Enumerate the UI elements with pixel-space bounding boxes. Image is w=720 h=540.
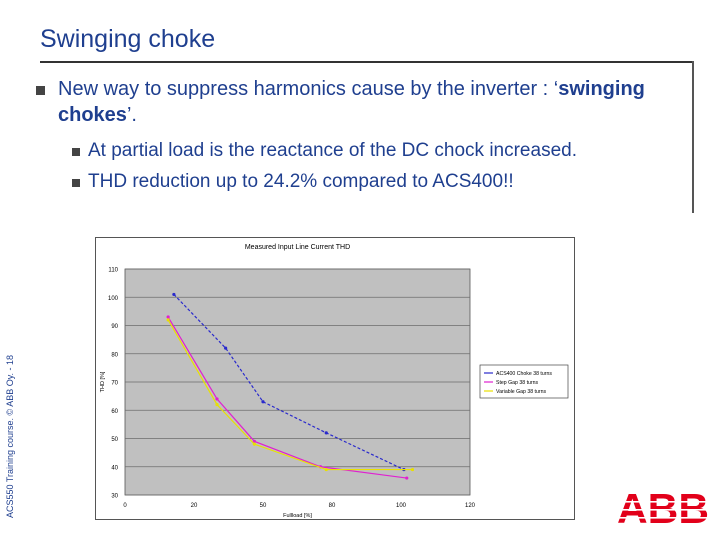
sub-bullet-marker [72, 148, 80, 156]
x-tick-label: 120 [465, 503, 476, 509]
sub-bullet-marker [72, 179, 80, 187]
abb-logo-text: ABB [617, 490, 709, 526]
data-point [252, 442, 256, 446]
y-tick-label: 70 [111, 381, 118, 387]
bullet-marker [36, 86, 45, 95]
thd-chart: 30 40 50 60 70 80 90 100 110 0 20 50 80 100 120 Measure… [95, 237, 575, 520]
legend-box [479, 364, 569, 399]
abb-logo: ABB [616, 490, 710, 526]
x-tick-label: 50 [260, 503, 267, 509]
data-point [166, 318, 170, 322]
chart-title: Measured Input Line Current THD [245, 244, 350, 251]
main-bullet-suffix: ’. [126, 104, 137, 126]
content-frame-edge [692, 61, 694, 213]
data-point [172, 292, 176, 297]
data-point [166, 315, 170, 319]
data-point [215, 403, 219, 407]
y-tick-label: 80 [111, 352, 118, 358]
y-tick-label: 30 [111, 494, 118, 500]
x-tick-label: 20 [191, 503, 198, 509]
y-tick-label: 110 [108, 268, 118, 274]
main-bullet-emphasis: swinging chokes [58, 78, 645, 126]
footer-side-text: ACS550 Training course. © ABB Oy. - 18 [5, 354, 15, 518]
y-tick-label: 40 [111, 465, 118, 471]
data-point [324, 431, 328, 435]
data-point [324, 467, 328, 472]
slide-title: Swinging choke [40, 25, 216, 53]
main-bullet-text: New way to suppress harmonics cause by t… [58, 76, 688, 128]
data-point [224, 346, 228, 350]
x-tick-label: 80 [329, 503, 336, 509]
y-tick-label: 50 [111, 437, 118, 443]
y-axis-label: THD [%] [100, 371, 106, 392]
legend-label: ACS400 Choke 38 turns [496, 371, 552, 377]
main-bullet-prefix: New way to suppress harmonics cause by t… [58, 78, 559, 100]
sub-bullet-text: At partial load is the reactance of the … [88, 140, 577, 161]
data-point [261, 400, 265, 404]
x-tick-label: 0 [123, 503, 127, 509]
legend-label: Variable Gap 38 turns [496, 389, 546, 395]
data-point [410, 467, 415, 472]
title-divider [40, 61, 694, 63]
y-tick-label: 60 [111, 409, 118, 415]
data-point [405, 476, 409, 480]
legend-label: Step Gap 38 turns [496, 380, 539, 386]
sub-bullet-text: THD reduction up to 24.2% compared to AC… [88, 171, 514, 192]
y-tick-label: 100 [108, 296, 119, 302]
data-point [215, 397, 219, 401]
data-point [252, 439, 256, 443]
x-tick-label: 100 [396, 503, 407, 509]
y-tick-label: 90 [111, 324, 118, 330]
x-axis-label: Fullload [%] [283, 513, 312, 519]
